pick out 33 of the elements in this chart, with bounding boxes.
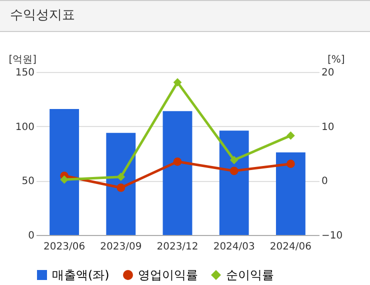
legend-label: 매출액(좌) xyxy=(52,268,110,282)
x-tick-label: 2024/06 xyxy=(270,242,312,252)
y-tick-label: 50 xyxy=(22,176,34,188)
bar xyxy=(162,111,192,235)
point xyxy=(230,156,238,164)
point xyxy=(173,78,182,87)
point xyxy=(230,166,238,176)
point xyxy=(286,131,295,140)
x-tick-label: 2023/12 xyxy=(156,242,198,252)
y2-axis-title: [%] xyxy=(328,54,345,66)
y2-tick-label: −10 xyxy=(322,230,343,242)
y-tick-label: 150 xyxy=(15,68,34,78)
bar xyxy=(50,108,80,235)
y2-tick-label: 10 xyxy=(322,122,334,133)
legend-label: 순이익률 xyxy=(226,268,274,282)
x-tick-label: 2023/06 xyxy=(44,242,86,252)
x-tick-label: 2023/09 xyxy=(100,242,142,252)
y-axis-title: [억원] xyxy=(8,54,37,66)
y2-tick-label: 20 xyxy=(322,68,334,78)
x-tick-label: 2024/03 xyxy=(213,242,255,252)
legend-label: 영업이익률 xyxy=(138,268,198,282)
y-tick-label: 0 xyxy=(28,230,34,242)
point xyxy=(116,172,126,182)
bar xyxy=(106,132,136,235)
bar xyxy=(219,130,249,235)
point xyxy=(116,184,126,192)
point xyxy=(286,160,295,168)
point xyxy=(173,157,182,166)
chart-title: 수익성지표 xyxy=(0,0,370,32)
point xyxy=(60,175,68,184)
y2-tick-label: 0 xyxy=(322,176,328,188)
y-tick-label: 100 xyxy=(15,122,34,133)
bar xyxy=(276,152,306,235)
